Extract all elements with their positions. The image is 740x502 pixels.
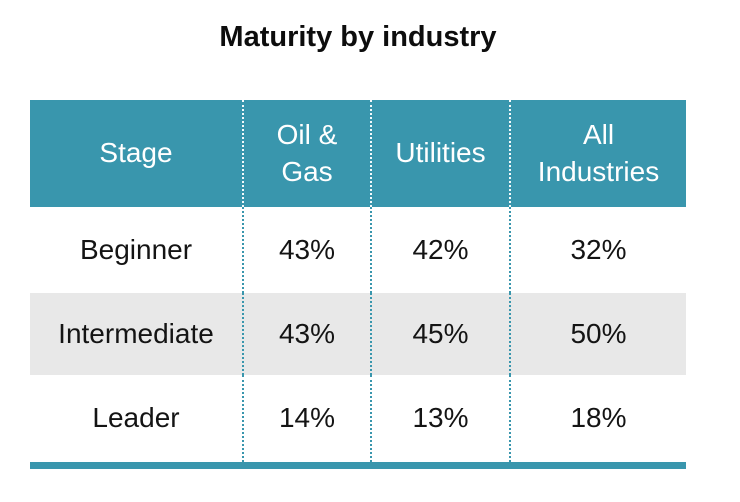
header-cell-stage: Stage	[99, 137, 173, 169]
table-header-row: Stage Oil & Gas Utilities All Industries	[30, 100, 686, 207]
row-label-beginner: Beginner	[79, 233, 193, 265]
cell-beginner-utilities: 42%	[370, 207, 509, 293]
table-row-leader: Leader 14% 13% 18%	[30, 375, 686, 462]
cell-intermediate-oil-gas: 43%	[242, 293, 370, 375]
cell-intermediate-utilities: 45%	[370, 293, 509, 375]
row-label-leader: Leader	[92, 402, 180, 434]
cell-beginner-all-industries: 32%	[509, 207, 686, 293]
page-title: Maturity by industry	[219, 21, 497, 53]
cell-beginner-oil-gas: 43%	[242, 207, 370, 293]
header-cell-utilities: Utilities	[370, 100, 509, 207]
header-cell-oil-gas: Oil & Gas	[242, 100, 370, 207]
table-bottom-border	[30, 462, 686, 469]
maturity-table: Stage Oil & Gas Utilities All Industries…	[30, 100, 686, 469]
row-label-intermediate: Intermediate	[58, 317, 214, 349]
table-row-intermediate: Intermediate 43% 45% 50%	[30, 293, 686, 375]
cell-leader-all-industries: 18%	[509, 375, 686, 462]
cell-leader-utilities: 13%	[370, 375, 509, 462]
header-cell-all-industries: All Industries	[509, 100, 686, 207]
cell-intermediate-all-industries: 50%	[509, 293, 686, 375]
table-row-beginner: Beginner 43% 42% 32%	[30, 207, 686, 293]
cell-leader-oil-gas: 14%	[242, 375, 370, 462]
